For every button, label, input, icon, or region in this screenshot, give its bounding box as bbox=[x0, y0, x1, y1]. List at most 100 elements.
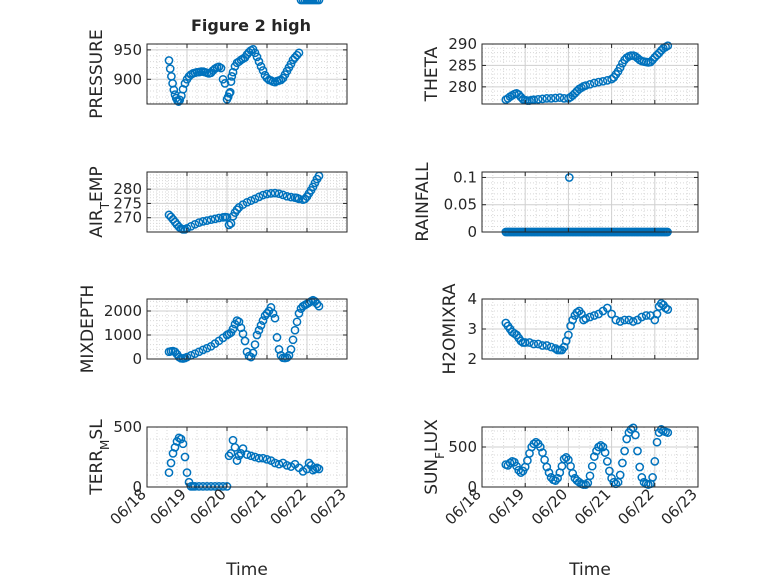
ytick-label: 0 bbox=[132, 350, 142, 368]
ytick-label: 1000 bbox=[104, 326, 142, 344]
data-point bbox=[314, 301, 324, 311]
data-point bbox=[256, 321, 266, 330]
data-point bbox=[210, 214, 220, 224]
data-point bbox=[258, 190, 268, 200]
data-point bbox=[631, 430, 640, 440]
axes-box bbox=[481, 43, 699, 105]
data-point bbox=[656, 299, 666, 308]
data-point bbox=[544, 468, 554, 477]
data-point bbox=[615, 317, 625, 326]
data-point bbox=[178, 439, 188, 449]
data-point bbox=[232, 456, 242, 465]
ytick-label: 0 bbox=[467, 478, 477, 496]
data-point bbox=[294, 48, 304, 58]
data-point bbox=[598, 442, 608, 452]
axes-box bbox=[146, 426, 348, 488]
data-point bbox=[194, 482, 204, 491]
data-point bbox=[262, 189, 272, 199]
data-point bbox=[286, 192, 296, 202]
data-point bbox=[286, 345, 296, 354]
data-point bbox=[286, 59, 296, 69]
data-point bbox=[254, 57, 264, 66]
data-point bbox=[598, 76, 608, 86]
y-axis-label: AIRTEMP bbox=[87, 166, 112, 237]
data-point bbox=[531, 437, 541, 447]
subplot-top-right: 280 285 290 THETA bbox=[422, 35, 699, 105]
data-point bbox=[242, 197, 252, 207]
data-series bbox=[501, 423, 673, 489]
data-point bbox=[194, 218, 204, 227]
data-point bbox=[202, 482, 212, 491]
data-point bbox=[589, 452, 599, 461]
axes-box bbox=[146, 43, 348, 105]
data-series bbox=[164, 171, 324, 234]
data-point bbox=[561, 453, 571, 462]
data-point bbox=[294, 309, 304, 318]
data-point bbox=[202, 216, 212, 225]
data-point bbox=[635, 462, 645, 472]
data-point bbox=[652, 50, 662, 60]
data-point bbox=[270, 458, 280, 468]
data-point bbox=[258, 453, 268, 463]
ytick-label: 0.05 bbox=[444, 196, 477, 214]
ytick-label: 0 bbox=[467, 223, 477, 241]
data-point bbox=[256, 62, 266, 71]
data-point bbox=[551, 93, 560, 103]
data-point bbox=[637, 473, 647, 482]
ytick-label: 2 bbox=[467, 350, 477, 368]
data-point bbox=[533, 94, 543, 104]
data-point bbox=[538, 341, 547, 350]
data-point bbox=[581, 480, 591, 489]
data-point bbox=[589, 311, 599, 320]
data-point bbox=[206, 215, 216, 225]
data-point bbox=[176, 434, 186, 444]
data-point bbox=[254, 192, 264, 202]
data-point bbox=[214, 213, 224, 223]
data-point bbox=[581, 81, 591, 90]
data-point bbox=[226, 77, 236, 86]
data-point bbox=[240, 336, 250, 346]
axes-box bbox=[481, 426, 699, 488]
data-point bbox=[224, 451, 234, 461]
data-point bbox=[248, 348, 258, 358]
data-point bbox=[314, 0, 324, 5]
data-point bbox=[620, 446, 629, 456]
ytick-label: 500 bbox=[448, 438, 477, 456]
data-point bbox=[542, 94, 552, 103]
data-point bbox=[210, 482, 220, 491]
data-point bbox=[538, 94, 547, 104]
data-point bbox=[300, 194, 310, 204]
ytick-label: 280 bbox=[448, 78, 477, 96]
data-point bbox=[222, 213, 232, 222]
data-point bbox=[282, 191, 292, 201]
data-point bbox=[254, 453, 264, 463]
data-point bbox=[516, 468, 526, 477]
figure-title: Figure 2 high bbox=[191, 16, 311, 35]
data-point bbox=[218, 74, 228, 84]
data-point bbox=[227, 72, 237, 81]
data-point bbox=[611, 315, 621, 325]
ytick-label: 500 bbox=[113, 418, 142, 436]
data-point bbox=[278, 190, 288, 200]
ytick-label: 950 bbox=[113, 41, 142, 59]
data-point bbox=[609, 477, 619, 487]
x-axis-label: Time bbox=[568, 560, 611, 580]
data-point bbox=[533, 339, 543, 349]
data-point bbox=[600, 448, 610, 457]
data-point bbox=[663, 428, 673, 437]
data-point bbox=[230, 443, 240, 452]
data-point bbox=[228, 324, 238, 334]
data-point bbox=[238, 444, 248, 453]
data-point bbox=[555, 93, 565, 102]
data-point bbox=[663, 41, 673, 51]
data-point bbox=[258, 316, 268, 325]
data-point bbox=[646, 57, 655, 67]
data-point bbox=[602, 457, 612, 466]
ytick-label: 0.1 bbox=[453, 168, 477, 186]
data-point bbox=[224, 220, 234, 230]
data-point bbox=[282, 353, 292, 362]
data-point bbox=[529, 95, 539, 105]
data-point bbox=[206, 482, 216, 491]
y-axis-label: THETA bbox=[422, 46, 442, 102]
